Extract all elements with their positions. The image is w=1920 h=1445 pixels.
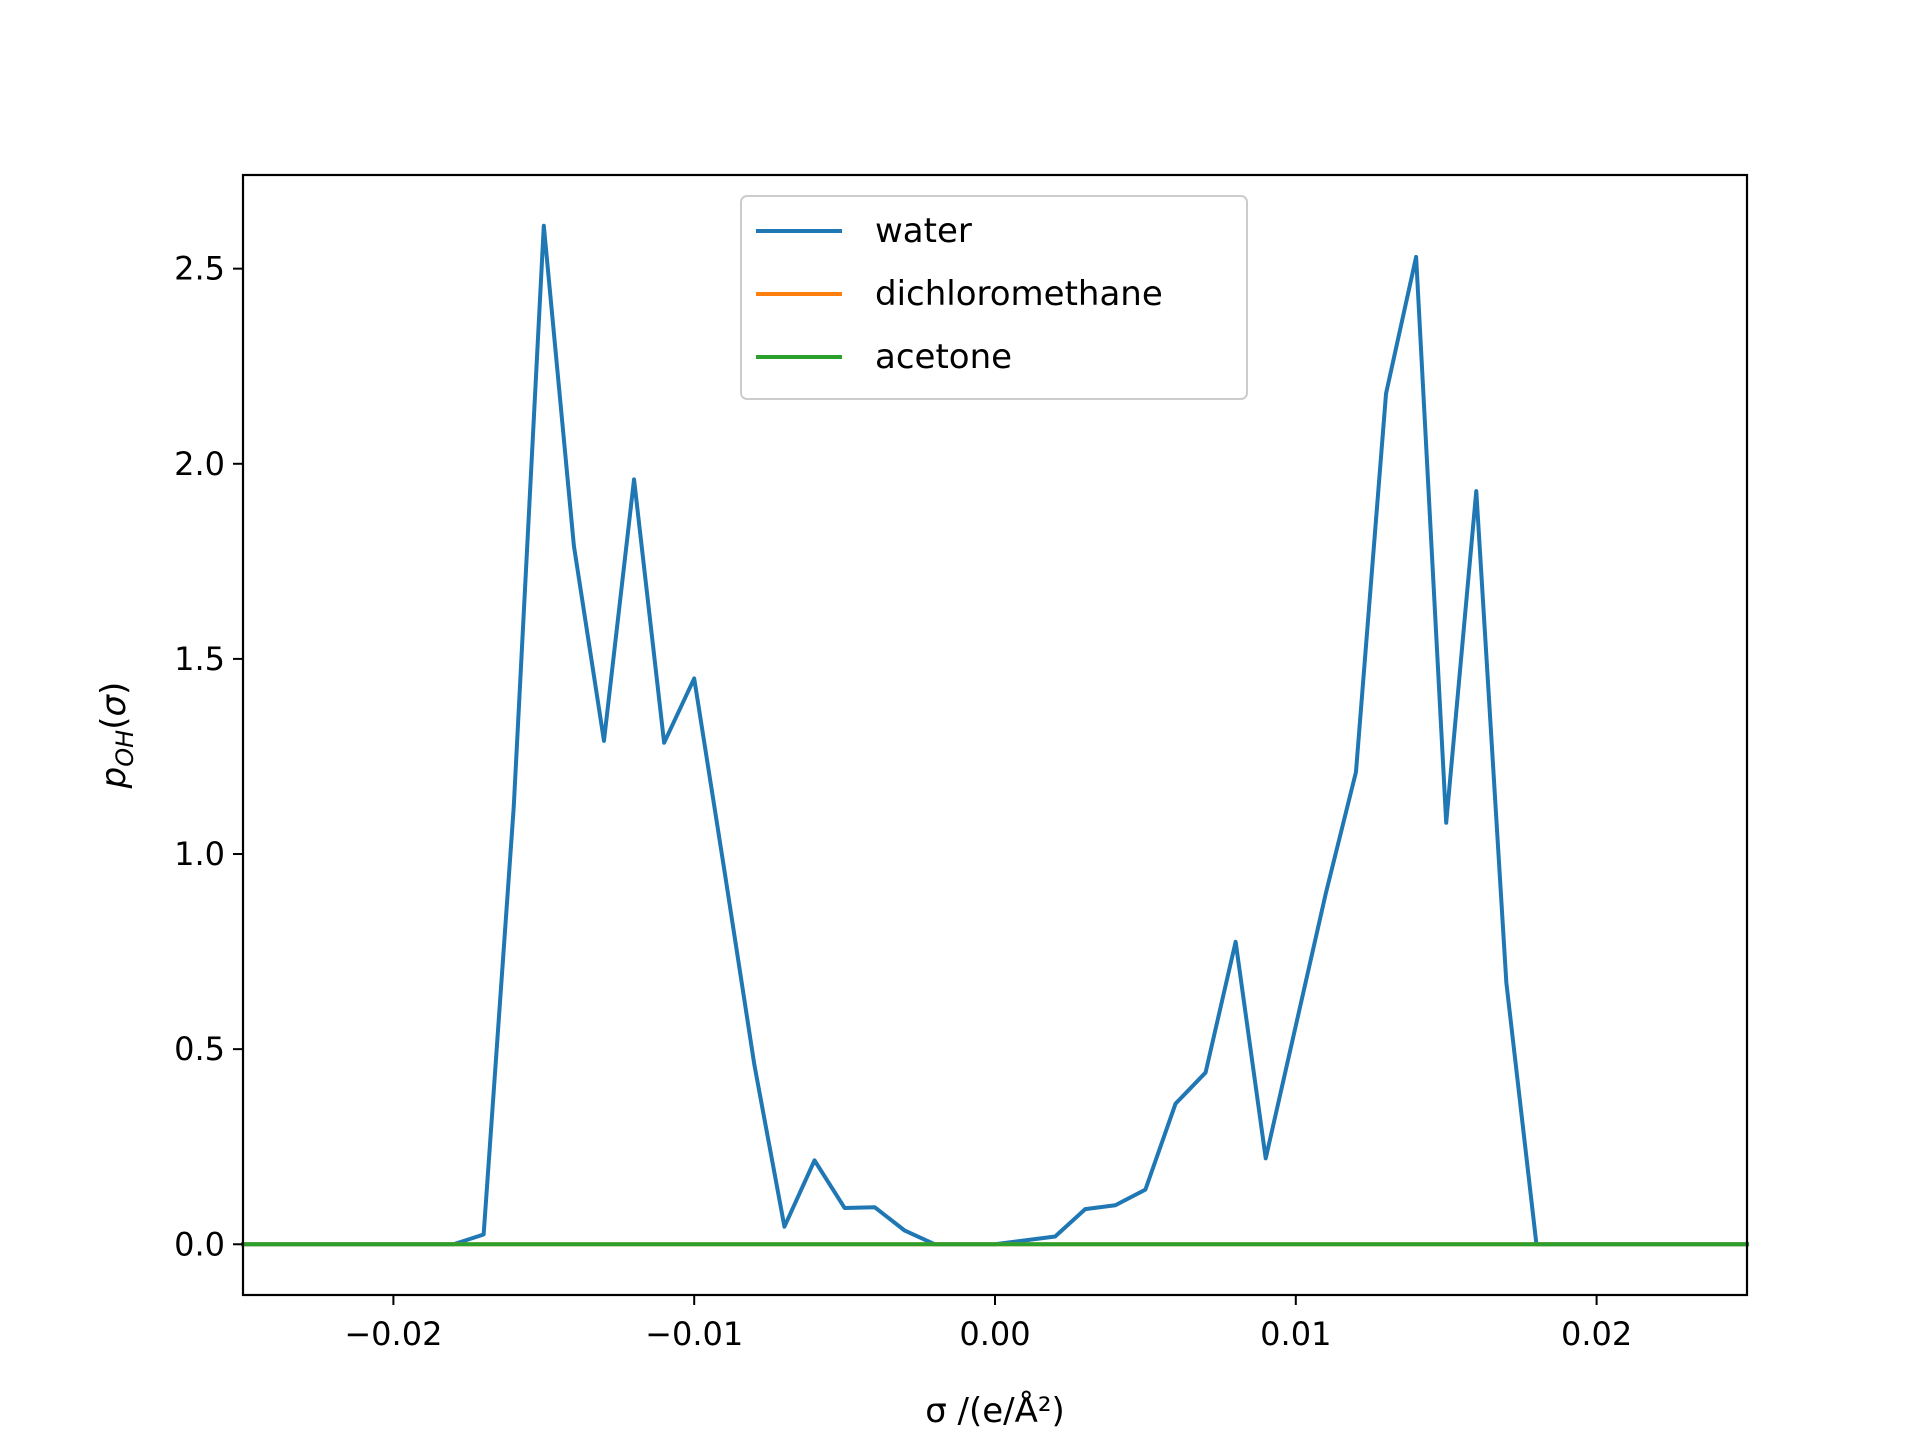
series-layer: [241, 223, 1749, 1247]
y-axis-label-paren-open: (: [94, 717, 134, 730]
legend: water dichloromethane acetone: [740, 195, 1248, 400]
y-axis-label: pOH(σ): [94, 682, 139, 790]
x-axis-label: σ /(e/Å²): [925, 1390, 1065, 1431]
y-axis-label-sigma: σ: [94, 694, 134, 717]
y-tick-label: 0.5: [174, 1030, 225, 1068]
legend-label: water: [875, 211, 972, 251]
y-tick-label: 2.5: [174, 250, 225, 288]
y-axis-label-paren-close: ): [94, 682, 134, 695]
y-tick-label: 2.0: [174, 445, 225, 483]
x-tick-label: −0.02: [344, 1315, 442, 1353]
x-tick-label: 0.00: [959, 1315, 1030, 1353]
y-tick-label: 0.0: [174, 1225, 225, 1263]
y-axis-label-p: p: [94, 767, 134, 790]
x-tick-label: 0.01: [1260, 1315, 1331, 1353]
y-tick-label: 1.0: [174, 835, 225, 873]
y-tick-label: 1.5: [174, 640, 225, 678]
y-axis-label-subscript: OH: [111, 730, 139, 767]
legend-box: [740, 195, 1248, 400]
x-axis: −0.02 −0.01 0.00 0.01 0.02: [344, 1295, 1632, 1353]
legend-label: acetone: [875, 337, 1012, 377]
legend-label: dichloromethane: [875, 274, 1163, 314]
x-tick-label: 0.02: [1561, 1315, 1632, 1353]
x-tick-label: −0.01: [645, 1315, 743, 1353]
y-axis: 0.0 0.5 1.0 1.5 2.0 2.5: [174, 250, 243, 1263]
